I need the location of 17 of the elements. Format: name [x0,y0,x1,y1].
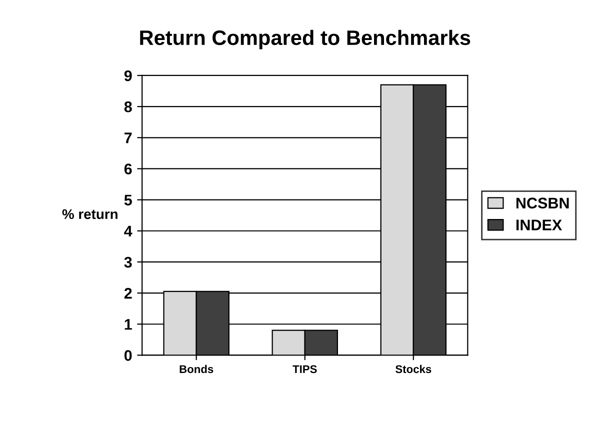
y-tick-label: 3 [124,256,132,268]
legend-label: INDEX [516,220,562,230]
y-tick-label: 0 [124,350,132,361]
y-tick-label: 2 [124,288,132,299]
y-tick-label: 4 [124,226,132,236]
y-tick-label: 1 [124,319,132,330]
y-tick-label: 8 [124,101,132,112]
legend-label: NCSBN [516,198,569,208]
y-axis-title: % return [62,209,118,220]
chart-title: Return Compared to Benchmarks [140,30,470,50]
y-tick-label: 7 [124,132,132,144]
y-tick-label: 5 [124,194,132,206]
y-tick-label: 9 [124,70,132,82]
x-tick-label: Bonds [180,364,214,374]
x-tick-label: Stocks [396,364,432,374]
y-tick-label: 6 [124,164,132,174]
x-tick-label: TIPS [292,365,317,374]
